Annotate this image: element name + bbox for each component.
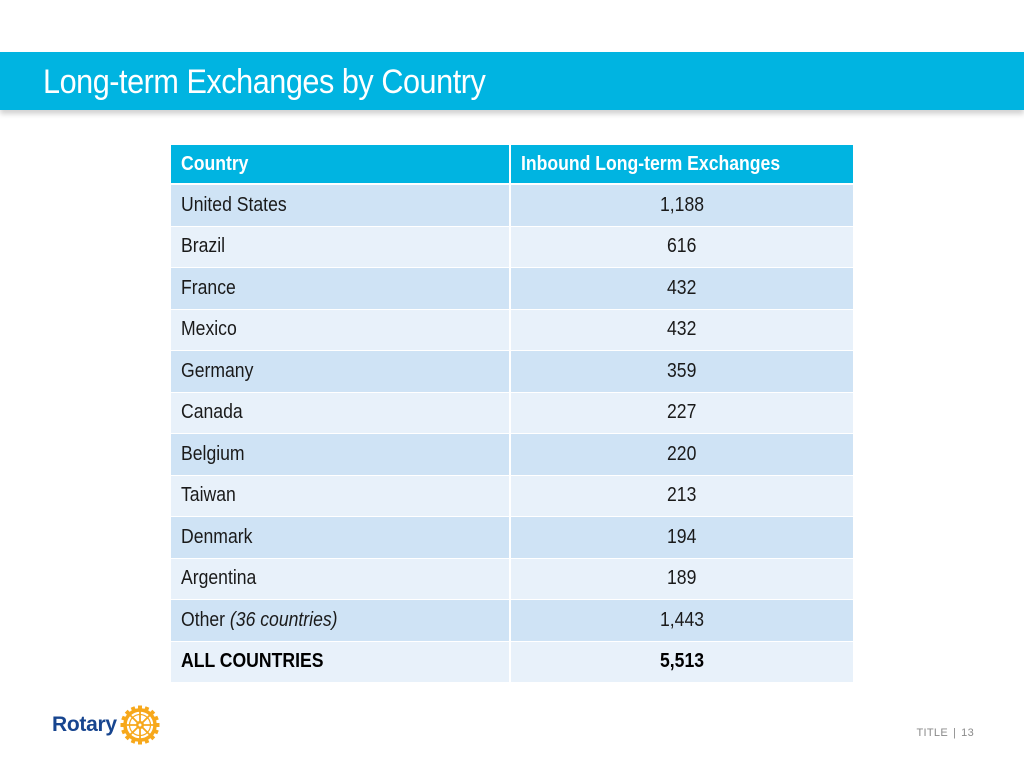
table-row: Taiwan 213: [171, 475, 853, 517]
country-cell: Belgium: [171, 434, 511, 476]
value-cell: 213: [511, 475, 853, 517]
total-label-cell: ALL COUNTRIES: [171, 641, 511, 683]
country-cell: Brazil: [171, 226, 511, 268]
country-cell: France: [171, 268, 511, 310]
value-cell: 194: [511, 517, 853, 559]
table-row: France 432: [171, 268, 853, 310]
page-number: 13: [961, 727, 974, 739]
column-header-country: Country: [171, 145, 511, 185]
value-cell: 432: [511, 268, 853, 310]
table-row: Belgium 220: [171, 434, 853, 476]
rotary-logo: Rotary: [52, 704, 160, 746]
country-cell: United States: [171, 185, 511, 227]
value-cell: 359: [511, 351, 853, 393]
country-cell: Mexico: [171, 309, 511, 351]
rotary-wheel-icon: [120, 705, 160, 745]
country-cell: Germany: [171, 351, 511, 393]
table-row: Argentina 189: [171, 558, 853, 600]
country-cell: Other (36 countries): [171, 600, 511, 642]
slide-footer: TITLE | 13: [917, 727, 974, 739]
footer-label: TITLE: [916, 727, 948, 739]
exchanges-table: Country Inbound Long-term Exchanges Unit…: [171, 145, 853, 683]
country-cell: Argentina: [171, 558, 511, 600]
total-row: ALL COUNTRIES 5,513: [171, 641, 853, 683]
footer-separator: |: [952, 727, 957, 739]
table-row: Mexico 432: [171, 309, 853, 351]
table-row: Canada 227: [171, 392, 853, 434]
logo-wordmark: Rotary: [52, 713, 117, 736]
value-cell: 616: [511, 226, 853, 268]
total-value-cell: 5,513: [511, 641, 853, 683]
country-cell: Taiwan: [171, 475, 511, 517]
country-cell: Denmark: [171, 517, 511, 559]
value-cell: 432: [511, 309, 853, 351]
table-header-row: Country Inbound Long-term Exchanges: [171, 145, 853, 185]
country-note: (36 countries): [229, 608, 338, 631]
value-cell: 227: [511, 392, 853, 434]
table-row: United States 1,188: [171, 185, 853, 227]
table-row: Brazil 616: [171, 226, 853, 268]
value-cell: 189: [511, 558, 853, 600]
value-cell: 1,188: [511, 185, 853, 227]
table-row: Other (36 countries) 1,443: [171, 600, 853, 642]
title-bar: Long-term Exchanges by Country: [0, 52, 1024, 110]
country-cell: Canada: [171, 392, 511, 434]
value-cell: 220: [511, 434, 853, 476]
value-cell: 1,443: [511, 600, 853, 642]
table-row: Germany 359: [171, 351, 853, 393]
exchanges-table-container: Country Inbound Long-term Exchanges Unit…: [171, 145, 853, 683]
table-row: Denmark 194: [171, 517, 853, 559]
country-name: Other: [181, 608, 226, 631]
slide-title: Long-term Exchanges by Country: [43, 63, 486, 101]
column-header-inbound: Inbound Long-term Exchanges: [511, 145, 853, 185]
